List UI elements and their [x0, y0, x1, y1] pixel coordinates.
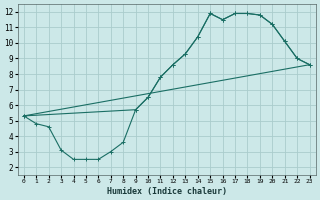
X-axis label: Humidex (Indice chaleur): Humidex (Indice chaleur)	[107, 187, 227, 196]
